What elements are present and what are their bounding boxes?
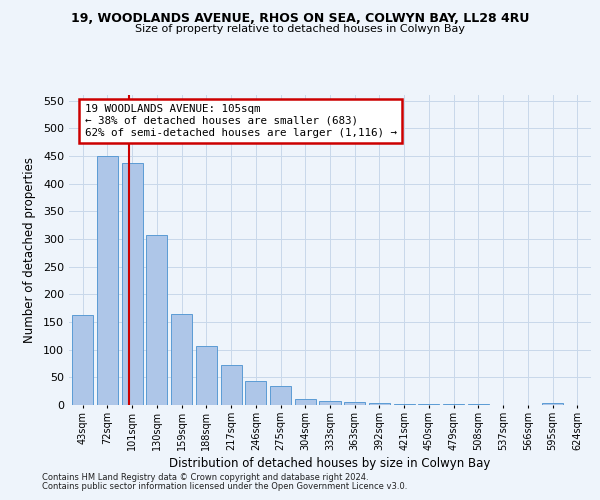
Text: Size of property relative to detached houses in Colwyn Bay: Size of property relative to detached ho… (135, 24, 465, 34)
Bar (394, 404, 415, 405)
Bar (146, 235, 167, 405)
Bar (369, 404, 390, 405)
Text: Contains HM Land Registry data © Crown copyright and database right 2024.: Contains HM Land Registry data © Crown c… (42, 472, 368, 482)
Bar (319, 400, 341, 405)
Text: 19 WOODLANDS AVENUE: 105sqm
← 38% of detached houses are smaller (683)
62% of se: 19 WOODLANDS AVENUE: 105sqm ← 38% of det… (85, 104, 397, 138)
Bar (72, 315, 93, 405)
Y-axis label: Number of detached properties: Number of detached properties (23, 157, 36, 343)
Bar (97, 156, 118, 405)
Text: 19, WOODLANDS AVENUE, RHOS ON SEA, COLWYN BAY, LL28 4RU: 19, WOODLANDS AVENUE, RHOS ON SEA, COLWY… (71, 12, 529, 26)
Bar (270, 386, 291, 405)
Bar (295, 400, 316, 405)
Bar (122, 163, 143, 405)
Bar (443, 404, 464, 405)
Bar (196, 346, 217, 405)
Text: Contains public sector information licensed under the Open Government Licence v3: Contains public sector information licen… (42, 482, 407, 491)
Bar (245, 380, 266, 405)
Bar (171, 314, 192, 405)
Bar (468, 404, 489, 405)
Bar (418, 404, 439, 405)
X-axis label: Distribution of detached houses by size in Colwyn Bay: Distribution of detached houses by size … (169, 457, 491, 470)
Bar (542, 403, 563, 405)
Bar (221, 364, 242, 405)
Bar (344, 402, 365, 405)
